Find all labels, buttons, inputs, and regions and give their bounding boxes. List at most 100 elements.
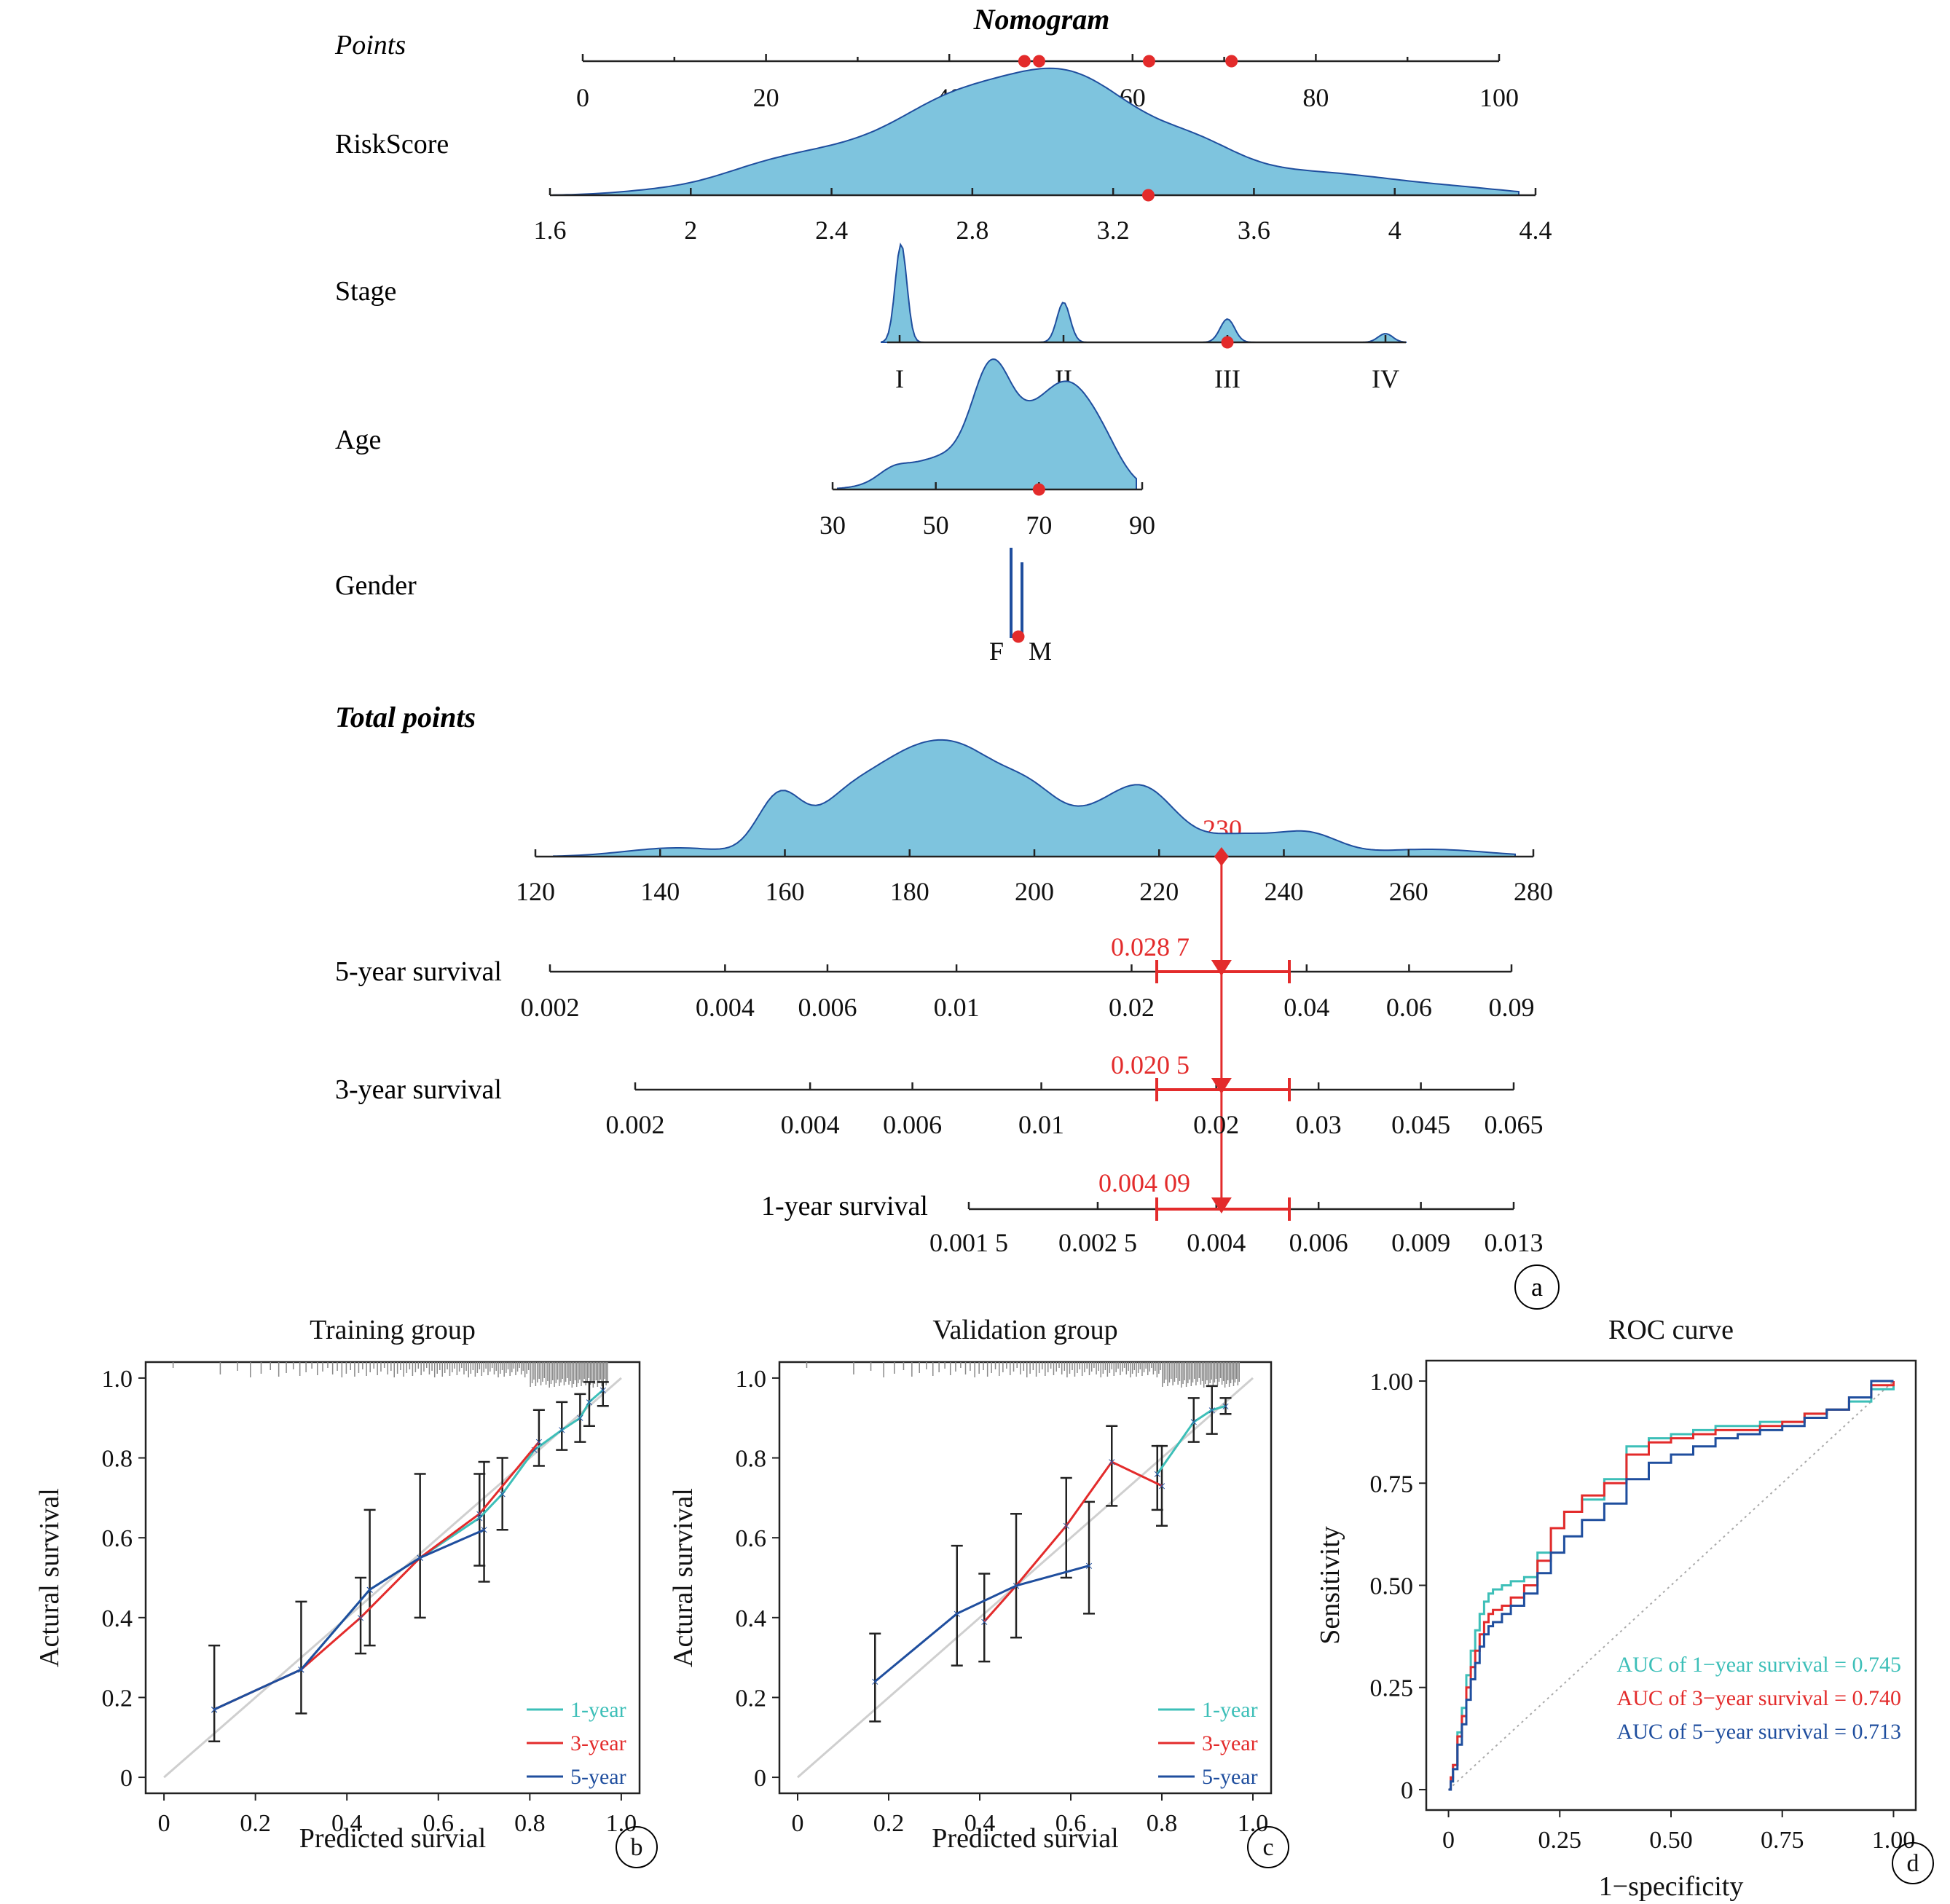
riskscore-tick-label: 2.8 (956, 216, 988, 245)
x-tick-label: 0 (792, 1810, 804, 1837)
legend-label: 1-year (1202, 1698, 1258, 1722)
survival-tick-label: 0.01 (934, 993, 980, 1022)
x-axis-label: 1−specificity (1599, 1871, 1744, 1902)
series-point: × (211, 1702, 219, 1718)
x-tick-label: 0.75 (1761, 1827, 1804, 1854)
series-point: × (1190, 1415, 1198, 1431)
points-tick-label: 20 (753, 83, 779, 112)
survival-tick-label: 0.004 (696, 993, 755, 1022)
y-tick-label: 0.6 (736, 1525, 767, 1552)
survival-tick-label: 0.002 (606, 1110, 665, 1139)
series-point: × (297, 1662, 305, 1678)
series-point: × (1208, 1403, 1216, 1419)
series-point: × (211, 1702, 219, 1718)
y-tick-label: 0.2 (736, 1685, 767, 1712)
x-tick-label: 0.4 (964, 1810, 996, 1837)
gender-tick-label-m: M (1029, 637, 1052, 666)
points-tick-label: 100 (1479, 83, 1519, 112)
y-tick-label: 0.8 (102, 1446, 133, 1473)
total-points-density (553, 739, 1516, 857)
series-point: × (1085, 1559, 1093, 1575)
series-point: × (530, 1443, 538, 1459)
y-tick-label: 1.0 (102, 1366, 133, 1393)
chart-training: Training group Predicted survial Actural s… (34, 1315, 658, 1868)
age-label: Age (335, 425, 381, 455)
riskscore-tick-label: 3.6 (1238, 216, 1270, 245)
survival-3y-label: 3-year survival (335, 1074, 502, 1105)
chance-reference-line (1447, 1380, 1895, 1790)
survival-tick-label: 0.006 (1289, 1228, 1348, 1257)
survival-tick-label: 0.065 (1485, 1110, 1544, 1139)
y-tick-label: 0 (754, 1765, 766, 1792)
legend-label: 1-year (570, 1698, 626, 1722)
age-tick-label: 90 (1129, 511, 1155, 540)
x-tick-label: 0.8 (514, 1810, 546, 1837)
y-tick-label: 0 (1401, 1777, 1413, 1804)
points-tick-label: 0 (576, 83, 589, 112)
survival-tick-label: 0.002 5 (1058, 1228, 1137, 1257)
x-tick-label: 0.6 (1055, 1810, 1087, 1837)
survival-tick-label: 0.02 (1193, 1110, 1239, 1139)
series-point: × (1012, 1578, 1020, 1594)
panel-badge (1892, 1842, 1934, 1884)
gender-selected-marker (1012, 630, 1025, 643)
survival-tick-label: 0.009 (1391, 1228, 1450, 1257)
series-point: × (558, 1423, 566, 1439)
x-tick-label: 0.8 (1147, 1810, 1178, 1837)
series-line-1 (213, 1389, 604, 1711)
stage-tick-label: I (895, 364, 904, 393)
age-selected-marker (1032, 483, 1045, 496)
series-point: × (498, 1487, 506, 1503)
series-point: × (480, 1522, 488, 1538)
panel-label: d (1907, 1850, 1919, 1877)
survival-tick-label: 0.004 (1187, 1228, 1246, 1257)
points-marker (1225, 55, 1238, 68)
riskscore-tick-label: 3.2 (1097, 216, 1130, 245)
total-points-tick-label: 160 (766, 877, 805, 906)
total-points-tick-label: 140 (640, 877, 680, 906)
series-point: × (356, 1610, 364, 1626)
riskscore-tick-label: 4.4 (1519, 216, 1552, 245)
riskscore-label: RiskScore (335, 129, 449, 160)
x-tick-label: 0.6 (423, 1810, 455, 1837)
series-point: × (476, 1511, 484, 1527)
total-points-tick-label: 280 (1514, 877, 1553, 906)
panel-label: c (1262, 1834, 1273, 1861)
y-tick-label: 0.50 (1370, 1573, 1414, 1600)
nomogram-panel: Nomogram Points RiskScore Stage Age Gend… (334, 3, 1560, 1310)
survival-tick-label: 0.045 (1391, 1110, 1450, 1139)
series-line-3 (874, 1565, 1090, 1683)
ideal-reference-line (163, 1377, 622, 1779)
panel-label: b (631, 1834, 643, 1861)
survival-1y-value: 0.004 09 (1098, 1168, 1190, 1197)
series-line-1 (1156, 1404, 1226, 1475)
x-tick-label: 0 (1442, 1827, 1455, 1854)
survival-tick-label: 0.006 (798, 993, 857, 1022)
x-tick-label: 0.4 (331, 1810, 363, 1837)
survival-tick-label: 0.09 (1489, 993, 1535, 1022)
y-tick-label: 0.8 (736, 1446, 767, 1473)
chart-roc: ROC curve 1−specificity Sensitivity 0 0.25 0.… (1315, 1315, 1934, 1902)
y-tick-label: 0.2 (102, 1685, 133, 1712)
series-line-3 (213, 1528, 485, 1711)
series-point: × (599, 1382, 607, 1399)
y-axis-label: Actural survival (668, 1488, 699, 1667)
y-tick-label: 1.00 (1370, 1369, 1414, 1396)
x-axis-label: Predicted survial (299, 1823, 486, 1854)
x-tick-label: 0 (158, 1810, 170, 1837)
x-tick-label: 1.0 (1238, 1810, 1269, 1837)
riskscore-tick-label: 2 (684, 216, 697, 245)
x-tick-label: 1.0 (606, 1810, 637, 1837)
series-point: × (1062, 1519, 1070, 1535)
series-line-2 (213, 1441, 540, 1711)
x-axis-label: Predicted survial (932, 1823, 1118, 1854)
series-point: × (585, 1395, 593, 1411)
panel-badge (1247, 1826, 1289, 1868)
survival-5y-label: 5-year survival (335, 956, 502, 987)
total-points-tick-label: 200 (1015, 877, 1054, 906)
points-marker (1142, 55, 1155, 68)
y-axis-label: Actural survival (34, 1488, 65, 1667)
survival-5y-value: 0.028 7 (1111, 932, 1190, 961)
survival-tick-label: 0.001 5 (929, 1228, 1008, 1257)
riskscore-tick-label: 1.6 (534, 216, 567, 245)
